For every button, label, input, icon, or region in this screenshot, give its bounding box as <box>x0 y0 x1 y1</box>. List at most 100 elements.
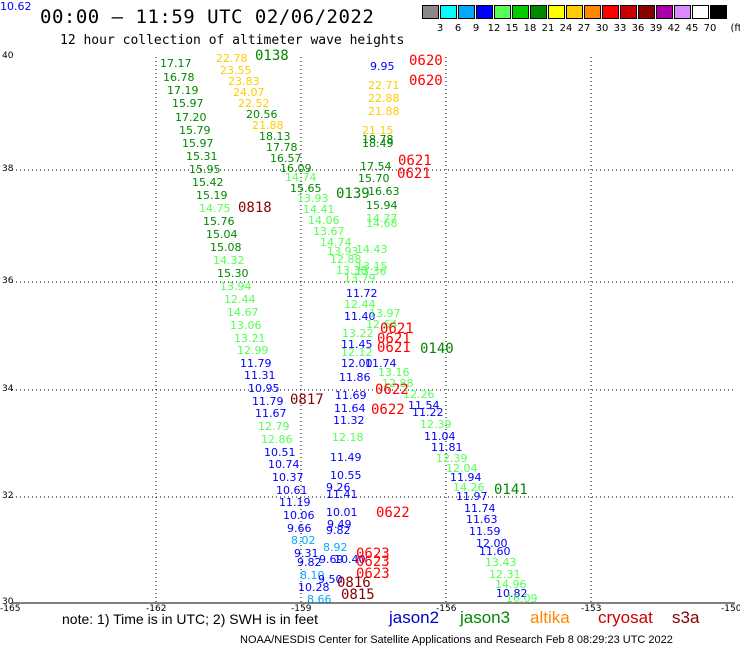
pass-time-label: 0621 <box>380 321 414 337</box>
wave-height-label: 15.42 <box>192 176 224 189</box>
wave-height-label: 11.79 <box>240 357 272 370</box>
wave-height-label: 22.52 <box>238 97 270 110</box>
pass-time-label: 0138 <box>255 48 289 64</box>
pass-time-label: 0623 <box>356 554 390 570</box>
wave-height-label: 12.39 <box>436 452 468 465</box>
scale-swatch <box>530 5 547 19</box>
wave-height-label: 11.69 <box>335 389 367 402</box>
wave-height-label: 11.04 <box>424 430 456 443</box>
wave-height-label: 18.13 <box>259 130 291 143</box>
wave-height-label: 12.00 <box>341 357 373 370</box>
wave-height-label: 13.97 <box>369 307 401 320</box>
wave-height-label: 11.74 <box>464 502 496 515</box>
pass-time-label: 0621 <box>377 340 411 356</box>
wave-height-label: 14.96 <box>495 578 527 591</box>
wave-height-label: 22.88 <box>368 92 400 105</box>
scale-label: 15 <box>505 23 519 34</box>
wave-height-label: 8.66 <box>307 593 332 606</box>
wave-height-label: 13.38 <box>336 264 368 277</box>
pass-time-label: 0622 <box>371 402 405 418</box>
wave-height-label: 9.50 <box>318 573 343 586</box>
legend-jason3: jason3 <box>460 608 511 627</box>
wave-height-label: 14.43 <box>356 243 388 256</box>
wave-height-label: 18.49 <box>362 137 394 150</box>
wave-height-label: 13.06 <box>230 319 262 332</box>
wave-height-label: 11.40 <box>344 310 376 323</box>
wave-height-label: 15.76 <box>203 215 235 228</box>
scale-swatch <box>422 5 439 19</box>
wave-height-label: 15.94 <box>366 199 398 212</box>
scale-label: 18 <box>523 23 537 34</box>
wave-height-label: 12.99 <box>237 344 269 357</box>
wave-height-label: 13.21 <box>234 332 266 345</box>
wave-height-label: 14.06 <box>308 214 340 227</box>
wave-height-label: 10.40 <box>334 553 366 566</box>
pass-time-label: 0621 <box>397 166 431 182</box>
wave-height-label: 10.37 <box>272 471 304 484</box>
pass-time-label: 0140 <box>420 341 454 357</box>
lon-label: -165 <box>0 604 21 614</box>
wave-height-label: 15.97 <box>172 97 204 110</box>
scale-label: 12 <box>487 23 501 34</box>
wave-height-label: 16.57 <box>270 152 302 165</box>
scale-label: 21 <box>541 23 555 34</box>
wave-height-label: 12.79 <box>258 420 290 433</box>
pass-time-label: 0818 <box>238 200 272 216</box>
wave-height-label: 11.41 <box>326 488 358 501</box>
scale-unit: (ft) <box>730 23 740 34</box>
wave-height-label: 16.78 <box>163 71 195 84</box>
scale-swatch <box>548 5 565 19</box>
scale-label: 39 <box>649 23 663 34</box>
wave-height-label: 10.61 <box>276 484 308 497</box>
scale-swatch <box>566 5 583 19</box>
wave-height-label: 15.70 <box>358 172 390 185</box>
wave-height-label: 15.31 <box>186 150 218 163</box>
wave-height-label: 20.56 <box>246 108 278 121</box>
wave-height-label: 12.64 <box>366 318 398 331</box>
wave-height-label: 11.59 <box>469 525 501 538</box>
wave-height-label: 15.19 <box>196 189 228 202</box>
wave-height-label: 11.72 <box>346 287 378 300</box>
wave-height-label: 11.81 <box>431 441 463 454</box>
wave-height-label: 9.95 <box>370 60 395 73</box>
scale-swatch <box>656 5 673 19</box>
wave-height-label: 11.97 <box>456 490 488 503</box>
scale-label: 42 <box>667 23 681 34</box>
wave-height-label: 14.41 <box>303 203 335 216</box>
wave-height-label: 11.19 <box>279 496 311 509</box>
scale-swatch <box>494 5 511 19</box>
wave-height-label: 11.79 <box>252 395 284 408</box>
wave-height-label: 14.68 <box>366 217 398 230</box>
wave-height-label: 23.55 <box>220 64 252 77</box>
wave-height-label: 15.65 <box>290 182 322 195</box>
wave-height-label: 13.22 <box>342 327 374 340</box>
wave-height-label: 9.82 <box>326 524 351 537</box>
legend-altika: altika <box>530 608 570 627</box>
wave-height-label: 10.95 <box>248 382 280 395</box>
wave-height-label: 12.88 <box>382 377 414 390</box>
wave-height-label: 17.78 <box>266 141 298 154</box>
scale-label: 70 <box>703 23 717 34</box>
scale-label: 3 <box>436 23 444 34</box>
wave-height-label: 12.88 <box>330 253 362 266</box>
wave-height-label: 17.19 <box>167 84 199 97</box>
lat-label: 32 <box>2 491 14 501</box>
scale-label: 9 <box>472 23 480 34</box>
wave-height-label: 9.31 <box>294 547 319 560</box>
pass-time-label: 0622 <box>376 505 410 521</box>
wave-height-label: 13.93 <box>327 245 359 258</box>
wave-height-label: 16.09 <box>280 162 312 175</box>
pass-time-label: 0622 <box>375 382 409 398</box>
wave-height-label: 8.02 <box>291 534 316 547</box>
scale-swatch <box>440 5 457 19</box>
wave-height-label: 12.31 <box>489 568 521 581</box>
pass-time-label: 0816 <box>337 575 371 591</box>
wave-height-label: 24.07 <box>233 86 265 99</box>
wave-height-label: 13.43 <box>485 556 517 569</box>
wave-height-label: 13.15 <box>356 260 388 273</box>
pass-time-label: 0620 <box>409 53 443 69</box>
lat-label: 30 <box>2 597 14 607</box>
wave-height-label: 15.79 <box>179 124 211 137</box>
wave-height-label: 15.08 <box>210 241 242 254</box>
wave-height-label: 11.67 <box>255 407 287 420</box>
